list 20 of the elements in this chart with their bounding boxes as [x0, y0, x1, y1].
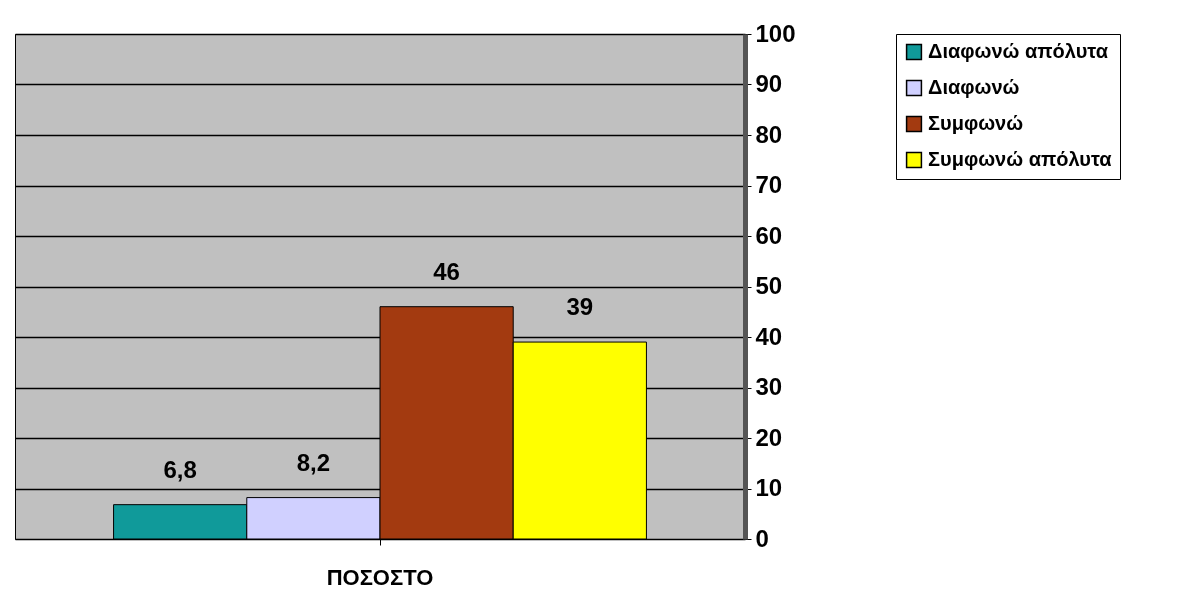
data-label: 6,8	[163, 455, 197, 483]
legend-label: Συμφωνώ	[928, 112, 1024, 134]
y-tick-label: 60	[755, 221, 783, 249]
y-tick-label: 0	[755, 524, 769, 552]
y-tick-label: 80	[755, 120, 783, 148]
y-tick-label: 50	[755, 272, 783, 299]
legend-label: Διαφωνώ απόλυτα	[928, 40, 1109, 62]
y-tick-label: 20	[755, 423, 783, 451]
data-label: 46	[433, 257, 460, 285]
y-tick-label: 70	[755, 171, 783, 198]
legend-label: Διαφωνώ	[928, 76, 1020, 98]
data-label: 39	[566, 293, 594, 321]
y-tick-label: 100	[755, 19, 796, 47]
y-tick-label: 90	[755, 70, 783, 97]
legend-label: Συμφωνώ απόλυτα	[928, 148, 1113, 170]
y-tick-label: 10	[755, 474, 783, 501]
y-tick-label: 30	[755, 373, 783, 400]
data-label: 8,2	[296, 448, 331, 476]
x-tick-label: ΠΟΣΟΣΤΟ	[326, 564, 434, 590]
y-tick-label: 40	[755, 322, 783, 350]
